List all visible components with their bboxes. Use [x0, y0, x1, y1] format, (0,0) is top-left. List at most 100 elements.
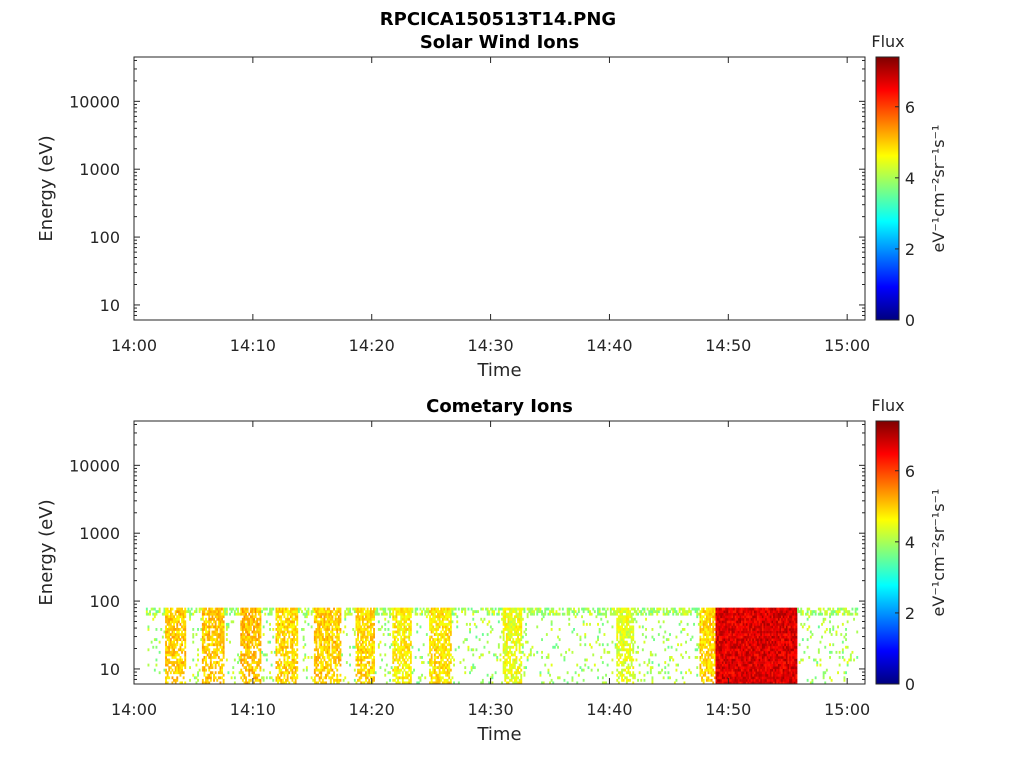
flux-cell — [176, 607, 179, 611]
flux-cell — [293, 653, 295, 657]
flux-cell — [739, 650, 742, 654]
flux-cell — [515, 671, 518, 675]
flux-cell — [198, 610, 201, 614]
flux-cell — [429, 645, 431, 649]
flux-cell — [627, 643, 630, 647]
flux-cell — [758, 638, 761, 642]
flux-cell — [320, 640, 323, 644]
flux-cell — [184, 645, 187, 649]
flux-cell — [176, 622, 179, 626]
flux-cell — [704, 610, 707, 614]
flux-cell — [184, 656, 187, 659]
flux-cell — [265, 658, 268, 662]
flux-cell — [437, 610, 439, 614]
flux-cell — [328, 638, 331, 642]
flux-cell — [409, 620, 412, 624]
flux-cell — [320, 610, 323, 614]
flux-cell — [753, 668, 756, 672]
flux-cell — [360, 668, 363, 672]
flux-cell — [293, 607, 295, 611]
flux-cell — [288, 671, 291, 675]
flux-cell — [307, 610, 310, 614]
flux-cell — [337, 678, 340, 682]
flux-cell — [243, 640, 246, 644]
flux-cell — [707, 617, 710, 621]
flux-cell — [761, 668, 764, 672]
flux-cell — [441, 645, 444, 649]
flux-cell — [505, 676, 508, 680]
flux-cell — [166, 648, 169, 652]
flux-cell — [317, 622, 319, 626]
flux-cell — [622, 668, 625, 672]
flux-cell — [752, 656, 755, 659]
flux-cell — [337, 658, 340, 662]
flux-cell — [168, 666, 171, 670]
flux-cell — [393, 607, 396, 611]
flux-cell — [757, 663, 759, 667]
flux-cell — [249, 668, 252, 672]
flux-cell — [216, 648, 219, 652]
flux-cell — [337, 617, 340, 621]
flux-cell — [326, 645, 329, 649]
flux-cell — [365, 678, 367, 682]
flux-cell — [245, 617, 247, 621]
flux-cell — [763, 643, 766, 647]
flux-cell — [366, 615, 369, 619]
flux-cell — [491, 610, 494, 614]
flux-cell — [403, 612, 406, 616]
flux-cell — [240, 638, 243, 642]
flux-cell — [169, 650, 172, 654]
flux-cell — [254, 620, 257, 624]
flux-cell — [286, 643, 289, 647]
flux-cell — [371, 658, 374, 662]
flux-cell — [209, 643, 212, 647]
flux-cell — [182, 620, 185, 624]
flux-cell — [568, 607, 571, 611]
flux-cell — [704, 653, 707, 657]
flux-cell — [649, 607, 652, 611]
flux-cell — [278, 678, 281, 682]
flux-cell — [222, 640, 225, 644]
flux-cell — [169, 640, 172, 644]
flux-cell — [371, 650, 374, 654]
flux-cell — [206, 625, 209, 629]
flux-cell — [430, 630, 433, 634]
flux-cell — [758, 663, 761, 667]
flux-cell — [726, 671, 729, 675]
flux-cell — [544, 610, 547, 614]
flux-cell — [733, 607, 735, 611]
flux-cell — [638, 610, 641, 614]
flux-cell — [285, 668, 287, 672]
flux-cell — [705, 635, 708, 639]
flux-cell — [710, 673, 713, 677]
flux-cell — [721, 656, 724, 659]
flux-cell — [328, 643, 331, 647]
flux-cell — [704, 628, 707, 631]
flux-cell — [505, 607, 508, 611]
flux-cell — [715, 635, 718, 639]
flux-cell — [488, 650, 491, 654]
flux-cell — [446, 666, 449, 670]
flux-cell — [750, 612, 753, 616]
flux-cell — [521, 650, 524, 654]
flux-cell — [571, 630, 574, 634]
flux-cell — [681, 610, 684, 614]
flux-cell — [761, 607, 764, 611]
flux-cell — [368, 648, 371, 652]
flux-cell — [369, 612, 372, 616]
flux-cell — [449, 658, 452, 662]
flux-cell — [718, 663, 721, 667]
flux-cell — [222, 643, 225, 647]
flux-cell — [248, 668, 251, 672]
flux-cell — [201, 650, 204, 654]
flux-cell — [518, 678, 521, 682]
flux-cell — [321, 668, 324, 672]
flux-cell — [158, 610, 161, 614]
flux-cell — [689, 671, 692, 675]
flux-cell — [622, 617, 625, 621]
flux-cell — [629, 671, 631, 675]
flux-cell — [733, 612, 735, 616]
flux-cell — [739, 666, 742, 670]
flux-cell — [728, 678, 731, 682]
flux-cell — [739, 668, 742, 672]
